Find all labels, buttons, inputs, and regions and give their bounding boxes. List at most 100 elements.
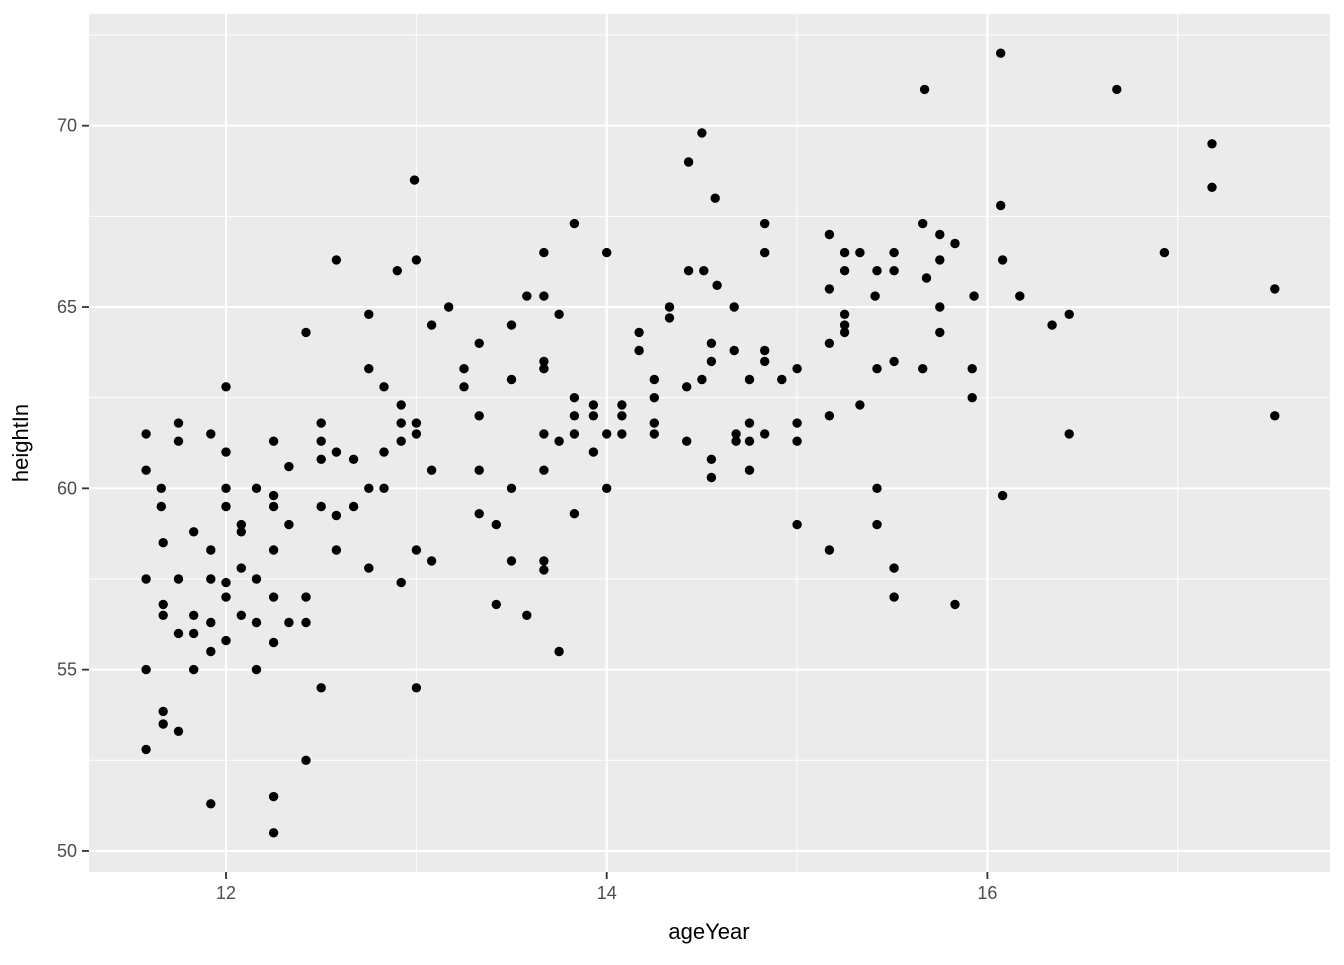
plot-panel [89, 14, 1330, 872]
data-point [539, 465, 549, 475]
data-point [839, 247, 850, 258]
data-point [396, 436, 406, 446]
data-point [189, 628, 199, 639]
data-point [301, 327, 311, 338]
data-point [935, 229, 945, 240]
data-point [921, 273, 932, 283]
data-point [331, 510, 342, 521]
data-point [251, 574, 262, 584]
data-point [268, 501, 279, 512]
data-point [872, 364, 882, 374]
data-point [474, 411, 484, 421]
data-point [824, 545, 835, 555]
data-point [649, 418, 659, 428]
data-point [284, 519, 294, 530]
data-point [348, 454, 359, 464]
data-point [206, 545, 216, 555]
data-point [729, 302, 739, 312]
data-point [839, 320, 850, 330]
data-point [710, 193, 720, 203]
data-point [221, 447, 231, 457]
data-point [870, 291, 880, 301]
data-point [379, 483, 389, 493]
data-point [1207, 139, 1217, 149]
data-point [364, 364, 374, 374]
data-point [316, 418, 326, 428]
data-point [760, 356, 770, 367]
data-point [348, 501, 359, 512]
data-point [664, 313, 675, 323]
data-point [491, 599, 501, 610]
data-point [236, 519, 246, 530]
data-point [706, 356, 717, 367]
y-axis-title: heightIn [8, 404, 33, 482]
data-point [284, 461, 294, 472]
data-point [506, 483, 517, 493]
data-point [588, 411, 599, 421]
data-point [682, 382, 692, 392]
data-point [634, 327, 644, 338]
data-point [889, 356, 899, 367]
data-point [158, 706, 168, 717]
data-point [141, 664, 151, 675]
data-point [712, 280, 722, 290]
y-tick-label: 70 [57, 116, 77, 136]
data-point [173, 418, 184, 428]
y-tick-label: 60 [57, 478, 77, 498]
data-point [777, 374, 787, 385]
data-point [268, 490, 279, 501]
data-point [221, 592, 231, 602]
data-point [236, 610, 246, 620]
data-point [683, 157, 694, 167]
data-point [379, 447, 389, 457]
data-point [682, 436, 692, 446]
data-point [935, 255, 945, 265]
data-point [569, 393, 580, 403]
data-point [522, 291, 532, 301]
data-point [158, 538, 168, 548]
data-point [459, 364, 469, 374]
data-point [889, 592, 899, 602]
data-point [268, 791, 279, 802]
data-point [221, 577, 231, 588]
data-point [411, 255, 422, 265]
data-point [760, 247, 770, 258]
data-point [206, 574, 216, 584]
data-point [189, 527, 199, 537]
data-point [824, 411, 835, 421]
data-point [396, 400, 406, 410]
data-point [997, 490, 1008, 501]
data-point [316, 454, 326, 464]
data-point [1112, 84, 1122, 95]
data-point [426, 556, 437, 566]
y-tick-label: 55 [57, 660, 77, 680]
data-point [506, 320, 517, 330]
data-point [474, 509, 484, 519]
data-point [706, 454, 717, 464]
data-point [379, 382, 389, 392]
data-point [1207, 182, 1217, 192]
data-point [969, 291, 979, 301]
data-point [744, 418, 755, 428]
data-point [426, 320, 437, 330]
data-point [539, 364, 549, 374]
data-point [1270, 284, 1280, 294]
data-point [792, 364, 802, 374]
data-point [206, 646, 216, 657]
data-point [996, 48, 1006, 58]
data-point [602, 483, 612, 493]
data-point [760, 429, 770, 439]
data-point [158, 599, 168, 610]
data-point [156, 483, 166, 493]
data-point [331, 447, 342, 457]
data-point [301, 592, 311, 602]
data-point [364, 309, 374, 319]
data-point [156, 501, 166, 512]
data-point [744, 465, 755, 475]
data-point [731, 436, 741, 446]
data-point [919, 84, 930, 95]
data-point [539, 565, 549, 575]
data-point [268, 436, 279, 446]
data-point [411, 683, 422, 693]
